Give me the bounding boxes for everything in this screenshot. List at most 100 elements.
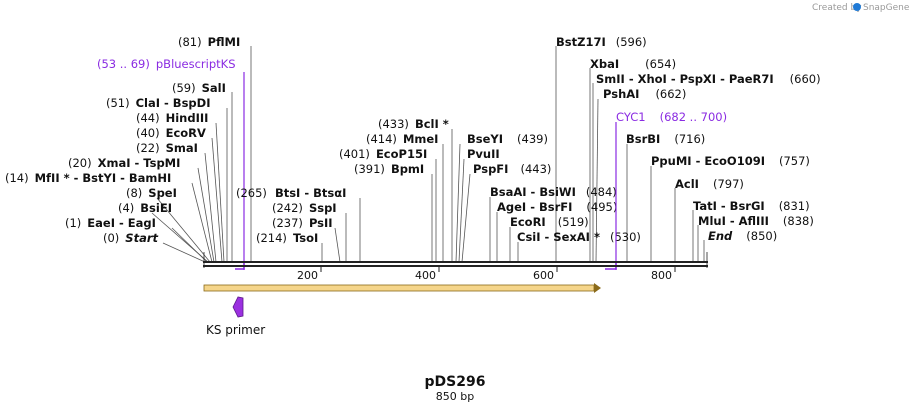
orf-arrow[interactable] bbox=[203, 283, 601, 293]
site-pos: (596) bbox=[616, 35, 647, 49]
site-name[interactable]: BtsI - BtsαI bbox=[275, 186, 346, 200]
site-name[interactable]: CsiI - SexAI * bbox=[517, 230, 600, 244]
svg-text:(265)BtsI - BtsαI: (265) BtsI - BtsαI bbox=[236, 186, 346, 200]
site-pos: (797) bbox=[713, 177, 744, 191]
site-name[interactable]: PsII bbox=[309, 216, 333, 230]
site-pos: (716) bbox=[674, 132, 705, 146]
site-name[interactable]: BpmI bbox=[391, 162, 424, 176]
svg-text:(53 .. 69)pBluescriptKS: (53 .. 69) pBluescriptKS bbox=[97, 57, 236, 71]
end-label[interactable]: End bbox=[708, 229, 733, 243]
site-name[interactable]: SspI bbox=[309, 201, 337, 215]
sites-right: BstZ17I (596) XbaI (654) SmII - XhoI - Psp… bbox=[490, 35, 821, 244]
site-name[interactable]: TatI - BsrGI bbox=[693, 199, 765, 213]
ruler-tick-label: 400 bbox=[415, 269, 436, 282]
site-name[interactable]: SalI bbox=[202, 81, 226, 95]
site-name[interactable]: EcoRI bbox=[510, 215, 546, 229]
leader-lines-left bbox=[151, 46, 252, 263]
svg-text:AclI(797): AclI (797) bbox=[675, 177, 744, 191]
site-name[interactable]: PvuII bbox=[467, 147, 500, 161]
site-name[interactable]: BstZ17I bbox=[556, 35, 606, 49]
snapgene-logo-icon bbox=[853, 3, 861, 11]
svg-text:AgeI - BsrFI(495): AgeI - BsrFI (495) bbox=[497, 200, 617, 214]
feature-cyc1[interactable]: CYC1 (682 .. 700) bbox=[605, 110, 727, 270]
site-pos: (443) bbox=[520, 162, 551, 176]
svg-text:BseYI(439): BseYI (439) bbox=[467, 132, 548, 146]
svg-text:(414)MmeI: (414) MmeI bbox=[366, 132, 438, 146]
site-pos: (519) bbox=[558, 215, 589, 229]
site-name[interactable]: BsaAI - BsiWI bbox=[490, 185, 576, 199]
ruler: 200 400 600 800 bbox=[297, 267, 676, 282]
svg-text:PshAI(662): PshAI (662) bbox=[603, 87, 686, 101]
leader-lines-mid bbox=[321, 129, 471, 263]
sequence-backbone[interactable] bbox=[203, 252, 708, 268]
site-name[interactable]: AclI bbox=[675, 177, 699, 191]
start-label[interactable]: Start bbox=[125, 231, 158, 245]
site-pos: (495) bbox=[586, 200, 617, 214]
site-name[interactable]: MmeI bbox=[403, 132, 439, 146]
svg-text:TatI - BsrGI(831): TatI - BsrGI (831) bbox=[693, 199, 810, 213]
site-name[interactable]: EaeI - EagI bbox=[87, 216, 156, 230]
site-name[interactable]: XbaI bbox=[590, 57, 619, 71]
site-name[interactable]: PspFI bbox=[473, 162, 508, 176]
site-name[interactable]: SpeI bbox=[148, 186, 177, 200]
ks-primer[interactable]: KS primer bbox=[206, 296, 265, 337]
site-name[interactable]: SmaI bbox=[166, 141, 198, 155]
site-name[interactable]: TsoI bbox=[293, 231, 318, 245]
svg-text:(401)EcoP15I: (401) EcoP15I bbox=[339, 147, 427, 161]
site-name[interactable]: PshAI bbox=[603, 87, 639, 101]
site-name[interactable]: PflMI bbox=[208, 35, 241, 49]
site-pos: (1) bbox=[65, 216, 81, 230]
plasmid-length: 850 bp bbox=[436, 390, 474, 403]
feature-pbluescriptks[interactable]: (53 .. 69) pBluescriptKS bbox=[97, 57, 245, 270]
svg-text:(40)EcoRV: (40) EcoRV bbox=[136, 126, 206, 140]
ruler-tick-label: 800 bbox=[651, 269, 672, 282]
feature-label: pBluescriptKS bbox=[156, 57, 236, 71]
svg-text:(433)BclI *: (433) BclI * bbox=[378, 117, 449, 131]
site-name[interactable]: BclI * bbox=[415, 117, 449, 131]
site-name[interactable]: EcoRV bbox=[166, 126, 206, 140]
svg-text:(20)XmaI - TspMI: (20) XmaI - TspMI bbox=[68, 156, 180, 170]
feature-range: (53 .. 69) bbox=[97, 57, 150, 71]
site-name[interactable]: PpuMI - EcoO109I bbox=[651, 154, 765, 168]
site-name[interactable]: AgeI - BsrFI bbox=[497, 200, 572, 214]
site-pos: (654) bbox=[645, 57, 676, 71]
svg-text:(4)BsiEI: (4) BsiEI bbox=[118, 201, 172, 215]
site-name[interactable]: BsrBI bbox=[626, 132, 660, 146]
svg-text:(59)SalI: (59) SalI bbox=[172, 81, 226, 95]
brand-text[interactable]: SnapGene bbox=[863, 3, 910, 13]
site-name[interactable]: XmaI - TspMI bbox=[98, 156, 181, 170]
svg-text:(51)ClaI - BspDI: (51) ClaI - BspDI bbox=[106, 96, 210, 110]
site-pos: (265) bbox=[236, 186, 267, 200]
svg-text:CYC1(682 .. 700): CYC1 (682 .. 700) bbox=[616, 110, 727, 124]
svg-text:(237)PsII: (237) PsII bbox=[272, 216, 333, 230]
site-name[interactable]: MluI - AflIII bbox=[698, 214, 769, 228]
site-pos: (237) bbox=[272, 216, 303, 230]
svg-text:(14)MfII * - BstYI - BamHI: (14) MfII * - BstYI - BamHI bbox=[5, 171, 171, 185]
svg-text:(214)TsoI: (214) TsoI bbox=[256, 231, 318, 245]
ruler-tick-label: 600 bbox=[533, 269, 554, 282]
ruler-tick-label: 200 bbox=[297, 269, 318, 282]
site-name[interactable]: ClaI - BspDI bbox=[136, 96, 211, 110]
site-pos: (214) bbox=[256, 231, 287, 245]
site-pos: (44) bbox=[136, 111, 160, 125]
site-pos: (831) bbox=[779, 199, 810, 213]
svg-text:PvuII: PvuII bbox=[467, 147, 500, 161]
site-pos: (0) bbox=[103, 231, 119, 245]
site-pos: (850) bbox=[746, 229, 777, 243]
site-pos: (51) bbox=[106, 96, 130, 110]
plasmid-name: pDS296 bbox=[425, 374, 486, 390]
svg-text:(81)PflMI: (81) PflMI bbox=[178, 35, 240, 49]
site-name[interactable]: EcoP15I bbox=[376, 147, 427, 161]
site-name[interactable]: HindIII bbox=[166, 111, 209, 125]
svg-text:(1)EaeI - EagI: (1) EaeI - EagI bbox=[65, 216, 156, 230]
svg-text:(0)Start: (0) Start bbox=[103, 231, 159, 245]
site-name[interactable]: BsiEI bbox=[140, 201, 172, 215]
site-name[interactable]: SmII - XhoI - PspXI - PaeR7I bbox=[596, 72, 774, 86]
svg-text:MluI - AflIII(838): MluI - AflIII (838) bbox=[698, 214, 814, 228]
site-name[interactable]: MfII * - BstYI - BamHI bbox=[35, 171, 172, 185]
svg-text:End(850): End (850) bbox=[708, 229, 777, 243]
site-pos: (4) bbox=[118, 201, 134, 215]
site-name[interactable]: BseYI bbox=[467, 132, 503, 146]
svg-text:(242)SspI: (242) SspI bbox=[272, 201, 337, 215]
